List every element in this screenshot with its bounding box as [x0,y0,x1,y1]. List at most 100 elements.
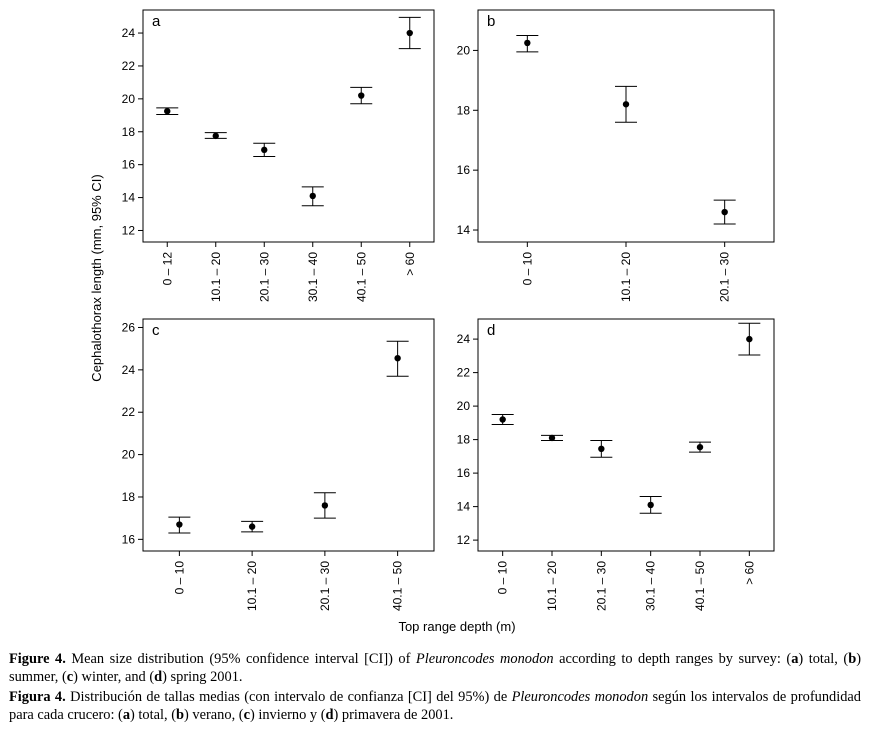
y-tick-label: 14 [122,191,136,205]
y-tick-label: 20 [122,92,136,106]
caption-english-letter: b [848,651,857,667]
x-tick-label: 40.1 – 50 [693,561,707,611]
y-tick-label: 22 [457,366,471,380]
y-tick-label: 16 [122,158,136,172]
x-tick-label: 40.1 – 50 [391,561,405,611]
mean-point [394,354,401,362]
panel-letter: a [152,13,161,30]
x-tick-label: 10.1 – 20 [545,561,559,611]
mean-point [524,39,531,47]
caption-english-text: ) total, ( [798,651,849,667]
mean-point [598,445,605,453]
x-tick-label: 0 – 12 [160,252,174,286]
mean-point [321,502,329,509]
caption-english-letter: d [154,669,163,685]
y-tick-label: 24 [122,26,136,40]
panel-letter: d [487,322,495,339]
caption-spanish-text: según los intervalos de profundidad para… [9,689,861,723]
panel-a: a 12 14 16 18 20 22 24 0 – 12 10.1 – 20 20.1 – 30 3… [122,9,435,302]
mean-point [622,101,630,108]
x-tick-label: 40.1 – 50 [354,252,368,302]
caption-english-letter: a [791,651,799,667]
caption-english-text: ) spring 2001. [162,669,243,685]
caption-english-text: Mean size distribution (95% confidence i… [65,651,416,667]
caption-spanish-species: Pleuroncodes monodon [511,689,649,705]
y-tick-label: 20 [457,399,471,413]
y-tick-label: 12 [122,223,136,237]
x-tick-label: 0 – 10 [172,561,186,595]
y-tick-label: 12 [457,533,471,547]
caption-spanish-text: Distribución de tallas medias (con inter… [65,689,512,705]
caption-spanish-letter: d [325,707,334,723]
figure: Cephalothorax length (mm, 95% CI) Top ra… [89,9,775,634]
panel-letter: b [487,13,495,30]
y-tick-label: 18 [457,103,471,117]
caption-english: Figure 4. Mean size distribution (95% co… [9,650,861,686]
x-axis-label: Top range depth (m) [398,619,515,634]
x-tick-label: 10.1 – 20 [209,252,223,302]
x-tick-label: 0 – 10 [520,252,534,286]
y-tick-label: 16 [457,163,471,177]
x-tick-label: 20.1 – 30 [318,561,332,611]
caption-english-text: ) summer, ( [9,651,861,685]
x-tick-label: 20.1 – 30 [594,561,608,611]
mean-point [248,523,256,530]
y-tick-label: 18 [122,490,136,504]
x-tick-label: 10.1 – 20 [245,561,259,611]
caption-spanish-letter: b [176,707,185,723]
mean-point [212,132,219,140]
y-tick-label: 14 [457,223,471,237]
caption-spanish-label: Figura 4. [9,689,66,705]
caption-spanish-text: ) primavera de 2001. [333,707,454,723]
mean-point [358,92,365,99]
y-tick-label: 24 [457,332,471,346]
caption-english-species: Pleuroncodes monodon [415,651,554,667]
mean-point [309,192,316,200]
y-tick-label: 18 [457,433,471,447]
plot-frame [142,318,435,552]
caption-english-letter: c [66,669,74,685]
caption-spanish-letter: c [243,707,250,723]
panel-d: d 12 14 16 18 20 22 24 0 – 10 10.1 – 20 20.1 – 30 3… [457,318,775,611]
plot-frame [477,318,775,552]
caption-spanish: Figura 4. Distribución de tallas medias … [9,688,861,724]
mean-point [647,501,654,509]
y-tick-label: 20 [122,448,136,462]
y-tick-label: 20 [457,43,471,57]
y-axis-label: Cephalothorax length (mm, 95% CI) [89,174,104,381]
mean-point [406,29,413,37]
caption-spanish-text: ) invierno y ( [249,707,326,723]
mean-point [164,107,171,115]
y-tick-label: 18 [122,125,136,139]
x-tick-label: 30.1 – 40 [644,561,658,611]
x-tick-label: > 60 [403,252,417,276]
panel-letter: c [152,322,160,339]
caption-english-text: ) winter, and ( [73,669,155,685]
y-tick-label: 22 [122,59,136,73]
y-tick-label: 16 [122,532,136,546]
plot-frame [477,9,775,243]
mean-point [176,521,183,528]
x-tick-label: > 60 [742,561,756,585]
y-tick-label: 26 [122,320,136,334]
caption-spanish-text: ) verano, ( [184,707,244,723]
y-tick-label: 14 [457,500,471,514]
x-tick-label: 20.1 – 30 [718,252,732,302]
mean-point [261,146,268,154]
mean-point [696,443,704,451]
x-tick-label: 30.1 – 40 [306,252,320,302]
mean-point [499,416,506,423]
x-tick-label: 0 – 10 [496,561,510,595]
y-tick-label: 24 [122,363,136,377]
panel-b: b 14 16 18 20 0 – 10 10.1 – 20 20.1 – 30 [457,9,775,302]
x-tick-label: 10.1 – 20 [619,252,633,302]
plot-frame [142,9,435,243]
caption-spanish-letter: a [122,707,131,723]
panel-c: c 16 18 20 22 24 26 0 – 10 10.1 – 20 20.1 – 30 40.… [122,318,435,611]
caption-spanish-text: ) total, ( [130,707,177,723]
mean-point [746,335,753,343]
mean-point [721,208,728,216]
y-tick-label: 22 [122,405,136,419]
x-tick-label: 20.1 – 30 [257,252,271,302]
y-tick-label: 16 [457,466,471,480]
